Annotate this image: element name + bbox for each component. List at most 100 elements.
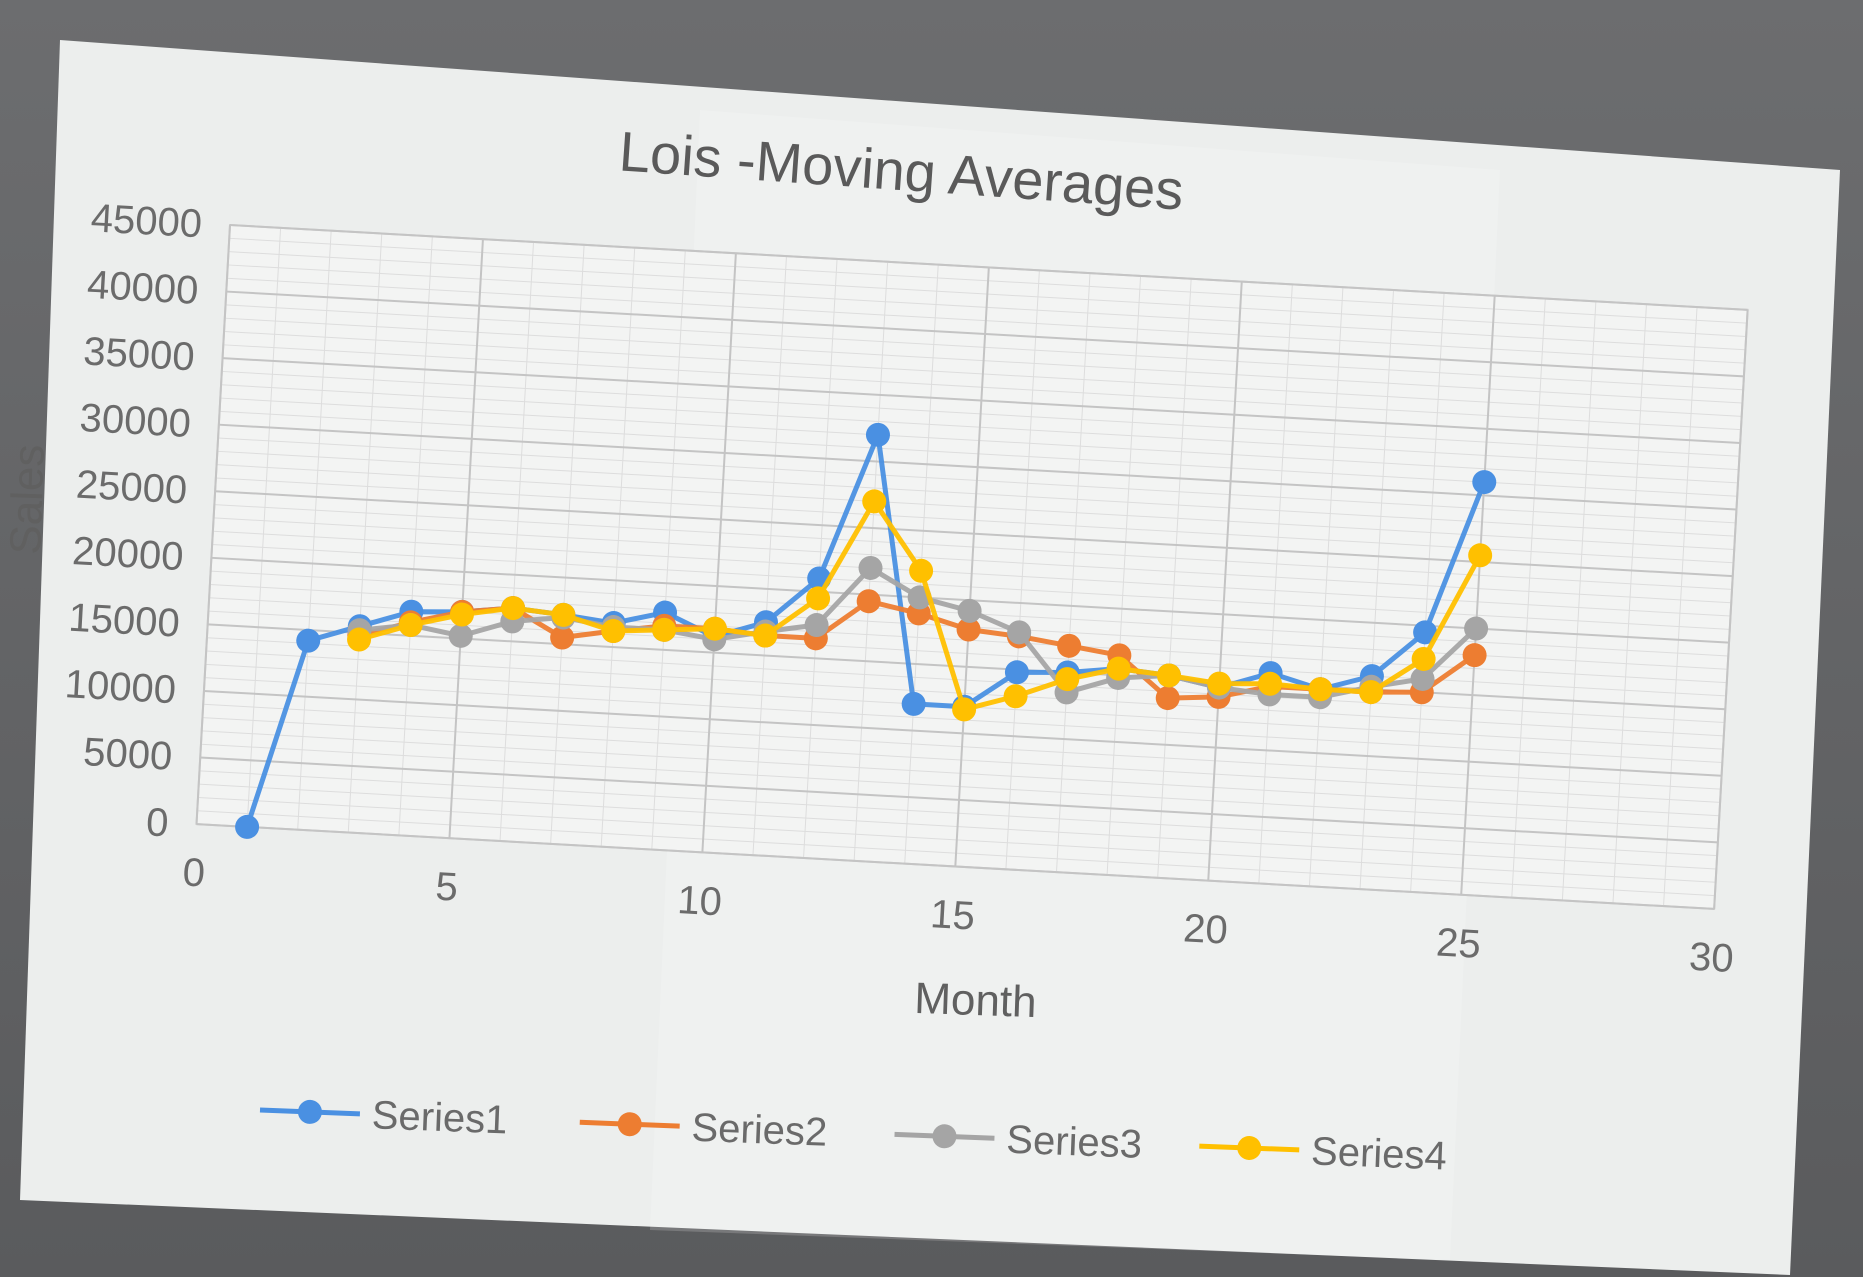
data-point <box>550 625 575 650</box>
minor-gridline-v <box>1410 292 1445 892</box>
major-gridline-v <box>195 224 231 825</box>
data-point <box>862 489 887 514</box>
data-point <box>1106 656 1131 681</box>
minor-gridline-v <box>600 247 636 847</box>
data-point <box>501 596 526 621</box>
data-point <box>865 422 890 447</box>
series-4 <box>347 489 1493 722</box>
legend-swatch-marker <box>297 1099 322 1124</box>
plot-group: 0 5000 10000 15000 20000 25000 30000 35000 40000… <box>64 196 1749 981</box>
data-point <box>448 623 473 648</box>
data-point <box>1057 633 1082 658</box>
data-point <box>1411 646 1436 671</box>
data-point <box>1207 671 1232 696</box>
data-point <box>957 598 982 623</box>
data-point <box>601 619 626 644</box>
y-tick-label: 30000 <box>79 396 193 446</box>
y-tick-labels: 0 5000 10000 15000 20000 25000 30000 35000 40000… <box>64 196 204 845</box>
data-point <box>1472 470 1497 495</box>
data-point <box>1156 663 1181 688</box>
x-tick-label: 25 <box>1435 920 1482 966</box>
y-tick-label: 10000 <box>64 662 178 712</box>
major-gridline-v <box>448 239 484 839</box>
data-point <box>956 617 981 642</box>
x-axis-title: Month <box>914 974 1038 1027</box>
minor-gridline-v <box>803 258 838 859</box>
data-point <box>551 602 576 627</box>
data-point <box>858 555 883 580</box>
data-point <box>1468 543 1493 568</box>
data-point <box>1359 680 1384 705</box>
data-point <box>1004 660 1029 685</box>
minor-gridline-v <box>1511 298 1546 898</box>
data-point <box>1462 643 1487 668</box>
data-point <box>806 586 831 611</box>
minor-gridline-v <box>1106 275 1142 876</box>
data-point <box>1258 671 1283 696</box>
y-tick-label: 40000 <box>86 263 200 313</box>
x-tick-label: 15 <box>929 892 976 938</box>
legend-label: Series1 <box>371 1093 508 1142</box>
legend-item-4: Series4 <box>1199 1129 1448 1179</box>
legend-item-3: Series3 <box>894 1118 1143 1167</box>
data-point <box>1413 620 1438 645</box>
legend-swatch-marker <box>932 1124 957 1149</box>
minor-gridline-v <box>1612 304 1647 904</box>
minor-gridline-v <box>1663 306 1698 907</box>
minor-gridline-v <box>1561 301 1597 901</box>
x-tick-label: 30 <box>1688 935 1735 981</box>
minor-gridline-v <box>347 233 383 833</box>
legend-label: Series4 <box>1310 1129 1447 1178</box>
data-point <box>1464 616 1489 641</box>
series-layer <box>235 422 1497 839</box>
data-point <box>804 613 829 638</box>
major-gridline-v <box>954 267 990 867</box>
legend-swatch-marker <box>1237 1136 1262 1161</box>
data-point <box>1007 620 1032 645</box>
legend-swatch-marker <box>617 1112 642 1137</box>
minor-gridline-v <box>1157 278 1192 878</box>
y-axis-title: Sales <box>1 444 54 556</box>
y-tick-label: 0 <box>145 800 170 845</box>
data-point <box>1308 677 1333 702</box>
minor-gridline-v <box>398 236 433 836</box>
y-tick-label: 25000 <box>75 463 189 513</box>
major-gridline-v <box>1207 281 1243 881</box>
grid-layer <box>195 223 1749 910</box>
minor-gridline-v <box>1308 287 1344 887</box>
data-point <box>856 589 881 614</box>
x-tick-label: 10 <box>676 878 723 924</box>
minor-gridline-v <box>752 256 787 856</box>
x-tick-label: 5 <box>434 865 459 910</box>
minor-gridline-v <box>1005 270 1040 870</box>
major-gridline-v <box>701 253 737 853</box>
data-point <box>347 627 372 652</box>
minor-gridline-v <box>1055 273 1091 873</box>
x-tick-label: 0 <box>181 850 206 895</box>
legend-item-1: Series1 <box>259 1093 508 1142</box>
data-point <box>449 602 474 627</box>
legend-item-2: Series2 <box>579 1106 828 1155</box>
minor-gridline-v <box>297 230 332 830</box>
data-point <box>235 814 260 839</box>
legend-label: Series2 <box>691 1106 828 1155</box>
data-point <box>398 613 423 638</box>
y-tick-label: 20000 <box>71 529 185 579</box>
data-point <box>1003 684 1028 709</box>
y-tick-label: 5000 <box>82 730 173 779</box>
data-point <box>901 691 926 716</box>
x-tick-labels: 0 5 10 15 20 25 30 <box>181 850 1734 981</box>
minor-gridline-v <box>550 244 585 844</box>
data-point <box>952 697 977 722</box>
data-point <box>652 617 677 642</box>
legend-label: Series3 <box>1006 1118 1143 1167</box>
y-tick-label: 35000 <box>82 329 196 379</box>
y-tick-label: 15000 <box>67 596 181 646</box>
data-point <box>753 623 778 648</box>
data-point <box>1055 667 1080 692</box>
minor-gridline-v <box>1258 284 1293 884</box>
y-tick-label: 45000 <box>90 196 204 246</box>
minor-gridline-v <box>246 227 282 827</box>
